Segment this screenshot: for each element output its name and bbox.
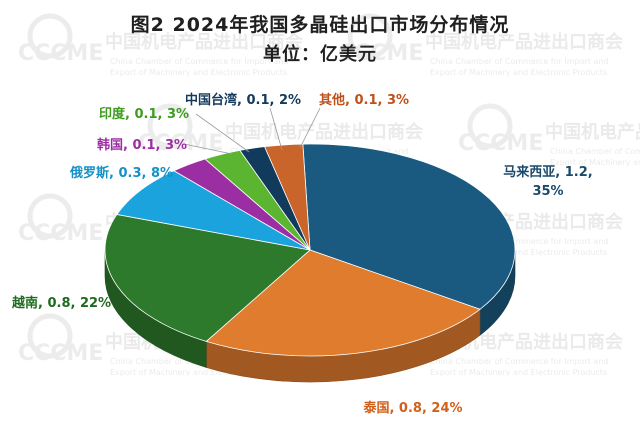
watermark-en: Export of Machinery and Electronic Produ… (110, 68, 287, 77)
data-label-中国台湾: 中国台湾, 0.1, 2% (185, 92, 301, 108)
watermark-en: Export of Machinery and Electronic Produ… (430, 248, 607, 257)
leader-line-印度 (195, 113, 250, 153)
watermark-cn: 中国机电产品进出口商会 (105, 31, 303, 53)
watermark-en: China Chamber of Commerce for Import and (430, 57, 608, 66)
pie-tops (104, 143, 516, 357)
watermark-cn: 中国机电产品进出口商会 (225, 121, 423, 143)
data-label-马来西亚: 马来西亚, 1.2, (503, 164, 592, 180)
leader-line-其他 (299, 107, 321, 149)
watermark-cn: 中国机电产品进出口商会 (425, 31, 623, 53)
watermark-en: Export of Machinery and Electronic Produ… (430, 368, 607, 377)
watermark-cn: 中国机电产品进出口商会 (545, 121, 640, 143)
watermark-logo: CCCME (458, 131, 543, 156)
pie-slice-马来西亚 (302, 143, 516, 310)
watermark-en: China Chamber of Commerce for Import and (430, 237, 608, 246)
watermark-logo: CCCME (18, 41, 103, 66)
pie-leader-lines (183, 107, 321, 155)
data-label-俄罗斯: 俄罗斯, 0.3, 8% (69, 165, 173, 181)
pie-slice-其他 (263, 143, 311, 251)
data-label-印度: 印度, 0.1, 3% (99, 106, 189, 122)
pie-labels: 马来西亚, 1.2, 35% 泰国, 0.8, 24% 越南, 0.8, 22% 俄罗斯… (11, 92, 593, 416)
pie-slice-越南 (104, 214, 311, 342)
pie-slice-泰国 (205, 249, 481, 357)
watermark-en: Export of Machinery and Electronic Produ… (430, 68, 607, 77)
leader-line-韩国 (183, 143, 233, 155)
watermark-logo: CCCME (18, 341, 103, 366)
chart-title: 图2 2024年我国多晶硅出口市场分布情况 (130, 14, 510, 36)
watermark-en: China Chamber of Commerce for Import and (550, 147, 640, 156)
leader-line-中国台湾 (269, 107, 283, 151)
watermark-logo: CCCME (338, 41, 423, 66)
watermark-en: China Chamber of Commerce for Import and (110, 57, 288, 66)
data-label-泰国: 泰国, 0.8, 24% (362, 400, 462, 416)
watermark-en: Export of Machinery and Electronic Produ… (110, 368, 287, 377)
data-label-越南: 越南, 0.8, 22% (11, 295, 111, 311)
watermark-logo: CCCME (138, 131, 223, 156)
data-label-其他: 其他, 0.1, 3% (319, 92, 409, 108)
watermark-en: China Chamber of Commerce for Import and (430, 357, 608, 366)
data-label-马来西亚-percent: 35% (532, 184, 563, 199)
watermark-logo: CCCME (18, 221, 103, 246)
watermark-en: Export of Machinery and Electronic Produ… (550, 158, 640, 167)
chart-subtitle: 单位：亿美元 (263, 44, 377, 65)
pie-slice-俄罗斯 (116, 170, 311, 251)
data-label-韩国: 韩国, 0.1, 3% (97, 137, 187, 153)
